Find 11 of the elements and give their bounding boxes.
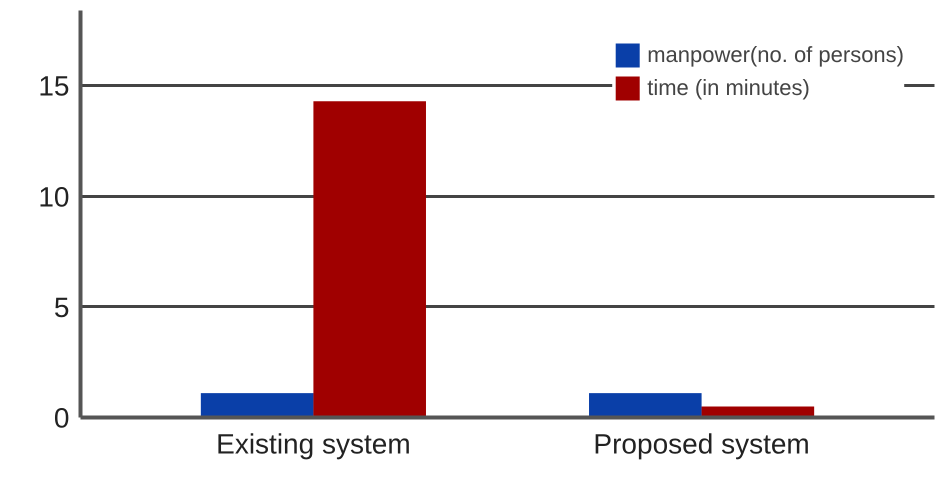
- legend-label: time (in minutes): [647, 75, 810, 101]
- legend-label: manpower(no. of persons): [647, 42, 904, 68]
- y-tick-label: 0: [54, 402, 70, 434]
- y-tick-label: 5: [54, 292, 70, 323]
- y-tick-label: 15: [38, 70, 70, 102]
- bar: [589, 393, 702, 418]
- x-tick-label: Existing system: [216, 428, 411, 460]
- bar: [200, 393, 314, 418]
- x-tick-label: Proposed system: [593, 428, 810, 460]
- y-tick-label: 10: [38, 181, 70, 212]
- bar: [313, 101, 426, 418]
